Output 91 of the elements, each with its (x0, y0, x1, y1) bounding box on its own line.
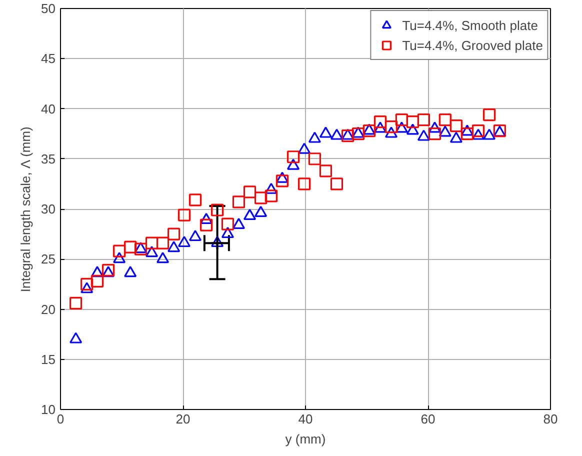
point (472, 128, 485, 140)
point (395, 113, 408, 126)
y-tick-label: 30 (41, 202, 56, 216)
point (482, 108, 496, 122)
y-tick-label: 10 (41, 402, 56, 417)
point (460, 128, 474, 140)
point (374, 122, 387, 133)
y-tick-label: 20 (41, 302, 56, 317)
point (352, 128, 364, 140)
point (221, 218, 234, 230)
y-tick-label: 45 (41, 51, 56, 66)
point (90, 274, 104, 288)
point (472, 124, 485, 138)
point (286, 158, 300, 170)
point (428, 122, 442, 133)
point (200, 212, 213, 224)
legend-label: Tu=4.4%, Smooth plate (402, 18, 538, 32)
y-tick-label: 25 (41, 252, 56, 267)
point (90, 266, 104, 278)
x-tick-label: 40 (298, 412, 313, 426)
point (188, 194, 202, 206)
point (417, 113, 430, 126)
point (178, 236, 191, 248)
point (80, 278, 94, 290)
point (124, 240, 137, 254)
point (243, 186, 256, 198)
point (482, 128, 496, 140)
point (319, 126, 332, 138)
x-tick-label: 80 (543, 412, 558, 426)
point (428, 128, 442, 140)
point (102, 266, 115, 278)
point (70, 296, 82, 310)
point (145, 246, 158, 258)
point (417, 130, 430, 141)
point (80, 282, 94, 294)
point (113, 244, 126, 258)
point (200, 218, 213, 232)
point (308, 132, 321, 143)
point (450, 119, 462, 132)
point (156, 252, 170, 264)
point (243, 208, 256, 220)
point (113, 252, 126, 264)
point (395, 122, 408, 133)
point (70, 332, 82, 344)
point (319, 164, 332, 178)
point (276, 172, 289, 183)
point (178, 208, 191, 222)
point (384, 120, 398, 134)
point (298, 178, 311, 190)
y-axis-title: Integral length scale, Λ (mm) (18, 126, 34, 292)
point (254, 192, 268, 204)
point (341, 130, 354, 142)
point (254, 206, 268, 217)
point (330, 128, 344, 140)
point (298, 142, 311, 154)
y-tick-label: 15 (41, 352, 56, 367)
point (232, 196, 246, 208)
point (156, 236, 170, 250)
y-tick-label: 40 (41, 101, 56, 116)
point (102, 264, 115, 276)
point (210, 236, 224, 250)
point (406, 124, 419, 135)
x-tick-label: 0 (56, 412, 64, 426)
point (168, 240, 180, 252)
point (221, 226, 234, 238)
point (232, 218, 246, 230)
point (211, 236, 224, 248)
point (276, 174, 289, 188)
point (374, 115, 387, 128)
point (406, 115, 419, 128)
point (286, 150, 300, 164)
point (438, 126, 452, 137)
point (145, 236, 158, 250)
point (438, 113, 452, 126)
point (362, 124, 376, 138)
y-tick-label: 50 (41, 1, 56, 16)
point (211, 204, 224, 216)
legend-label: Tu=4.4%, Grooved plate (402, 38, 543, 52)
point (341, 128, 354, 140)
point (384, 126, 398, 138)
point (264, 190, 278, 202)
point (450, 132, 462, 143)
x-axis-title: y (mm) (285, 432, 326, 446)
point (330, 178, 344, 190)
point (168, 228, 180, 240)
x-tick-label: 20 (176, 412, 190, 426)
y-tick-label: 35 (41, 151, 56, 166)
x-tick-label: 60 (420, 412, 436, 426)
point (124, 266, 137, 278)
point (188, 230, 202, 242)
point (308, 152, 321, 166)
